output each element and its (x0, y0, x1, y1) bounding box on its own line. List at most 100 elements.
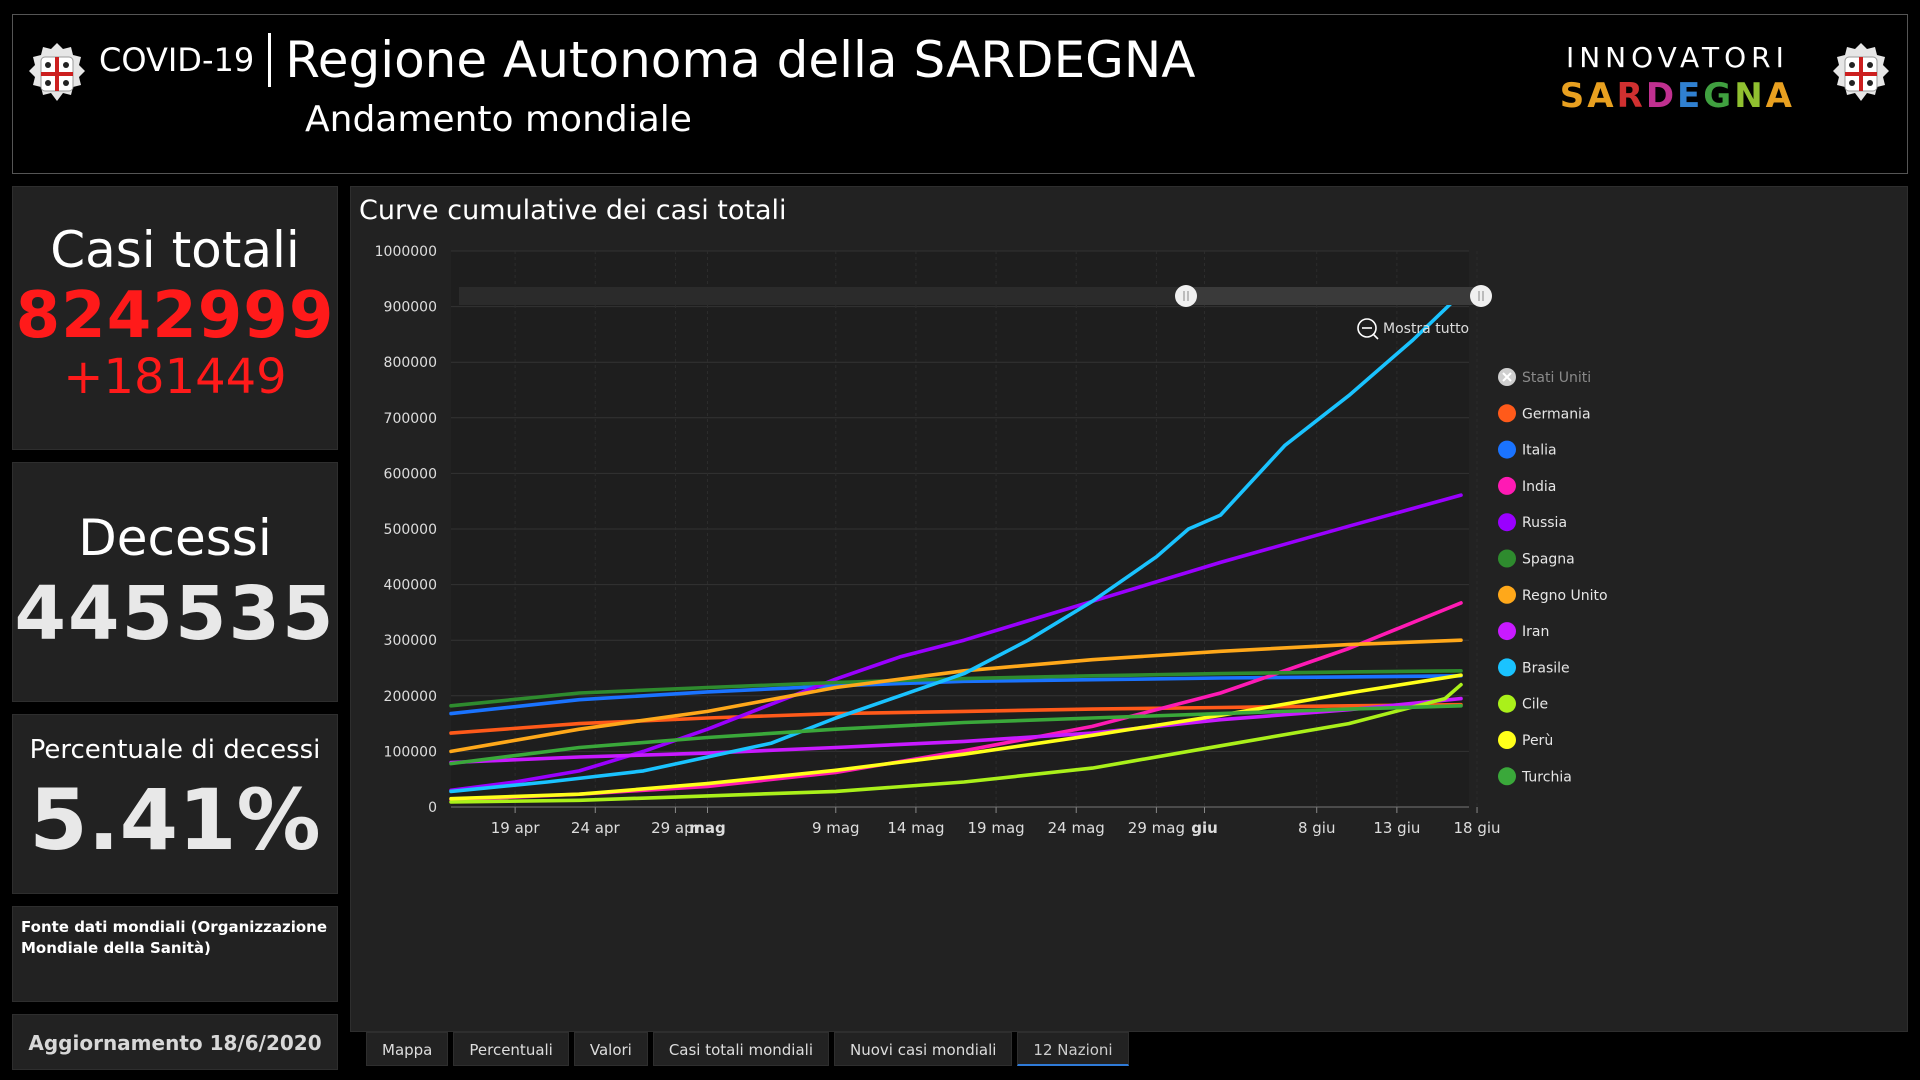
legend-marker (1498, 767, 1516, 785)
legend-item-regno-unito[interactable]: Regno Unito (1498, 586, 1608, 604)
page-subtitle: Andamento mondiale (305, 99, 692, 140)
x-tick-label: 29 mag (1128, 819, 1185, 837)
logo-letter: A (1766, 76, 1795, 116)
legend-label: Perù (1522, 733, 1553, 749)
x-tick-label: 19 apr (491, 819, 541, 837)
logo-letter: R (1617, 76, 1646, 116)
legend-marker (1498, 441, 1516, 459)
legend-marker (1498, 622, 1516, 640)
legend-label: Regno Unito (1522, 588, 1608, 604)
legend-label: Germania (1522, 406, 1591, 422)
update-date: Aggiornamento 18/6/2020 (13, 1015, 337, 1071)
y-tick-label: 1000000 (375, 244, 437, 260)
legend-item-cile[interactable]: Cile (1498, 695, 1548, 713)
cases-title: Casi totali (13, 221, 337, 279)
deaths-value: 445535 (13, 571, 337, 657)
legend-label: India (1522, 479, 1556, 495)
tab-casi-totali-mondiali[interactable]: Casi totali mondiali (653, 1032, 829, 1066)
legend-marker (1498, 731, 1516, 749)
logo-letter: D (1646, 76, 1677, 116)
tab-nuovi-casi-mondiali[interactable]: Nuovi casi mondiali (834, 1032, 1012, 1066)
logo-top-text: INNOVATORI (1560, 41, 1795, 74)
y-tick-label: 800000 (384, 355, 437, 371)
x-tick-label: 8 giu (1298, 819, 1336, 837)
legend-marker (1498, 586, 1516, 604)
logo-bottom-text: SARDEGNA (1560, 76, 1795, 116)
legend-label: Brasile (1522, 660, 1570, 676)
legend-marker (1498, 550, 1516, 568)
sardinia-crest-icon (25, 39, 89, 111)
legend-item-italia[interactable]: Italia (1498, 441, 1557, 459)
tab-percentuali[interactable]: Percentuali (453, 1032, 568, 1066)
header-title: COVID-19 Regione Autonoma della SARDEGNA (99, 31, 1196, 89)
x-tick-label: 24 mag (1048, 819, 1105, 837)
legend-label: Cile (1522, 697, 1548, 713)
y-tick-label: 300000 (384, 633, 437, 649)
legend-marker (1498, 477, 1516, 495)
tab-mappa[interactable]: Mappa (366, 1032, 448, 1066)
logo-letter: A (1587, 76, 1616, 116)
x-tick-label: giu (1191, 819, 1218, 837)
show-all-label: Mostra tutto (1383, 321, 1469, 337)
scrollbar-end-grip[interactable] (1470, 285, 1492, 307)
legend-item-russia[interactable]: Russia (1498, 513, 1567, 531)
legend-item-germania[interactable]: Germania (1498, 404, 1591, 422)
chart-scrollbar-thumb[interactable] (1186, 287, 1481, 305)
legend-label: Stati Uniti (1522, 370, 1591, 386)
line-chart: 0 100000 200000 300000 400000 500000 600000 700… (351, 187, 1907, 1031)
rate-value: 5.41% (13, 771, 337, 869)
x-tick-label: 14 mag (887, 819, 944, 837)
logo-letter: E (1677, 76, 1703, 116)
legend-item-per-[interactable]: Perù (1498, 731, 1553, 749)
tab-12-nazioni[interactable]: 12 Nazioni (1017, 1032, 1128, 1066)
x-tick-label: 18 giu (1454, 819, 1501, 837)
y-tick-label: 700000 (384, 411, 437, 427)
cases-delta: +181449 (13, 349, 337, 405)
x-tick-label: mag (689, 819, 726, 837)
legend-item-turchia[interactable]: Turchia (1498, 767, 1572, 785)
legend-label: Spagna (1522, 552, 1575, 568)
legend-label: Iran (1522, 624, 1549, 640)
sardinia-crest-icon (1829, 39, 1893, 111)
legend-label: Turchia (1521, 769, 1572, 785)
legend-marker (1498, 695, 1516, 713)
logo-letter: N (1734, 76, 1765, 116)
rate-title: Percentuale di decessi (13, 735, 337, 765)
x-tick-label: 24 apr (571, 819, 621, 837)
deaths-panel: Decessi 445535 (12, 462, 338, 702)
y-tick-label: 900000 (384, 300, 437, 316)
covid-label: COVID-19 (99, 41, 254, 79)
legend-item-spagna[interactable]: Spagna (1498, 550, 1575, 568)
logo-letter: G (1703, 76, 1734, 116)
header-bar: COVID-19 Regione Autonoma della SARDEGNA… (12, 14, 1908, 174)
y-tick-label: 400000 (384, 578, 437, 594)
update-panel: Aggiornamento 18/6/2020 (12, 1014, 338, 1070)
cases-value: 8242999 (13, 279, 337, 353)
y-tick-label: 0 (428, 800, 437, 816)
legend-marker (1498, 404, 1516, 422)
x-tick-label: 9 mag (812, 819, 860, 837)
x-tick-label: 13 giu (1373, 819, 1420, 837)
legend-label: Russia (1522, 515, 1567, 531)
chart-title: Curve cumulative dei casi totali (359, 195, 787, 226)
legend-item-stati-uniti[interactable]: Stati Uniti (1498, 368, 1591, 386)
legend-item-india[interactable]: India (1498, 477, 1556, 495)
y-tick-label: 500000 (384, 522, 437, 538)
chart-panel: Curve cumulative dei casi totali 0 100000… (350, 186, 1908, 1032)
title-separator (268, 33, 271, 87)
y-tick-label: 600000 (384, 466, 437, 482)
y-tick-label: 200000 (384, 689, 437, 705)
legend-label: Italia (1522, 443, 1557, 459)
scrollbar-start-grip[interactable] (1175, 285, 1197, 307)
data-source-panel: Fonte dati mondiali (Organizzazione Mond… (12, 906, 338, 1002)
deaths-title: Decessi (13, 509, 337, 567)
y-tick-label: 100000 (384, 744, 437, 760)
legend-item-brasile[interactable]: Brasile (1498, 658, 1570, 676)
legend-item-iran[interactable]: Iran (1498, 622, 1549, 640)
logo-letter: S (1560, 76, 1588, 116)
region-title: Regione Autonoma della SARDEGNA (285, 31, 1195, 89)
bottom-tabs: Mappa Percentuali Valori Casi totali mondia… (366, 1032, 1129, 1066)
tab-valori[interactable]: Valori (574, 1032, 648, 1066)
death-rate-panel: Percentuale di decessi 5.41% (12, 714, 338, 894)
total-cases-panel: Casi totali 8242999 +181449 (12, 186, 338, 450)
